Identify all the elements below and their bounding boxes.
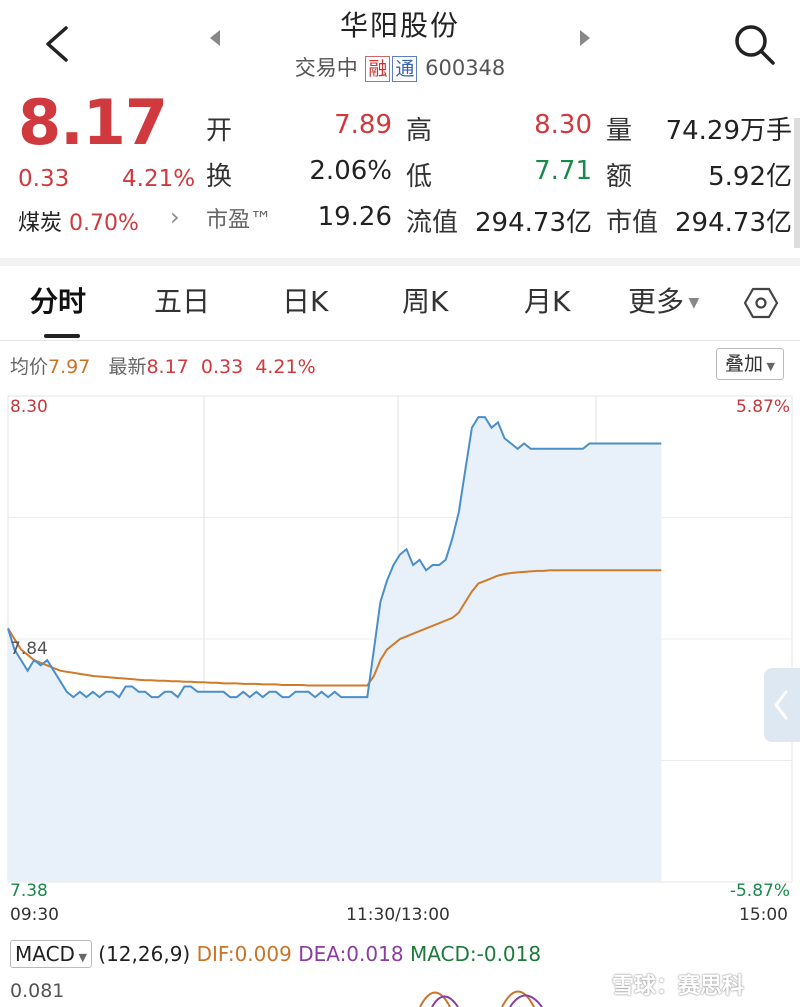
- float-cap-label: 流值: [406, 208, 459, 238]
- y-label-high: 8.30: [10, 397, 48, 417]
- overlay-button[interactable]: 叠加 ▼: [716, 348, 784, 380]
- tab-monthly-k[interactable]: 月K: [524, 285, 571, 318]
- price-line: [7, 416, 662, 699]
- latest-label: 最新: [108, 356, 147, 378]
- turnover-value: 2.06%: [309, 156, 392, 186]
- avg-price-label: 均价: [10, 356, 49, 378]
- latest-value: 8.17: [146, 356, 189, 378]
- price-change: 0.33: [18, 166, 70, 192]
- overlay-label: 叠加: [725, 353, 764, 375]
- chevron-left-icon: [774, 690, 788, 720]
- x-label-midday: 11:30/13:00: [346, 905, 450, 925]
- chevron-right-icon[interactable]: ›: [170, 203, 180, 231]
- high-value: 8.30: [534, 110, 592, 140]
- stock-subtitle: 交易中 融通 600348: [0, 52, 800, 82]
- active-tab-indicator: [44, 334, 80, 338]
- open-value: 7.89: [334, 110, 392, 140]
- tab-more[interactable]: 更多 ▼: [628, 280, 699, 320]
- market-cap-value: 294.73亿: [675, 208, 792, 238]
- high-label: 高: [406, 116, 433, 146]
- dropdown-triangle-icon: ▼: [684, 295, 700, 311]
- price-area-fill: [8, 417, 662, 882]
- amount-label: 额: [606, 162, 633, 192]
- watermark: 雪球：赛思科: [612, 974, 745, 999]
- y-label-mid: 7.84: [10, 639, 48, 659]
- latest-percent: 4.21%: [255, 356, 316, 378]
- sector-percent: 0.70%: [69, 211, 139, 236]
- macd-params: (12,26,9): [98, 942, 191, 966]
- x-label-open: 09:30: [10, 905, 59, 925]
- current-price: 8.17: [18, 86, 168, 159]
- macd-value: MACD:-0.018: [409, 942, 542, 966]
- float-cap-value: 294.73亿: [475, 208, 592, 238]
- section-divider: [0, 258, 800, 266]
- dropdown-triangle-icon: ▼: [763, 360, 775, 373]
- macd-dea: DEA:0.018: [298, 942, 404, 966]
- settings-hexagon-icon[interactable]: [744, 286, 778, 320]
- volume-value: 74.29万手: [665, 116, 792, 146]
- prev-stock-icon[interactable]: [208, 28, 222, 48]
- scroll-indicator: [794, 118, 800, 248]
- market-cap-label: 市值: [606, 208, 659, 238]
- low-value: 7.71: [534, 156, 592, 186]
- avg-price-value: 7.97: [48, 356, 91, 378]
- trading-status: 交易中: [294, 56, 358, 80]
- connect-tag: 通: [392, 56, 418, 82]
- back-arrow-icon[interactable]: [40, 24, 76, 64]
- macd-axis-top: 0.081: [10, 980, 65, 1002]
- chart-info-row: 均价7.97 最新8.17 0.33 4.21%: [10, 352, 316, 379]
- macd-dif: DIF:0.009: [196, 942, 292, 966]
- latest-change: 0.33: [200, 356, 244, 378]
- amount-value: 5.92亿: [708, 162, 792, 192]
- tab-separator: [0, 340, 800, 341]
- pe-value: 19.26: [317, 202, 392, 232]
- x-label-close: 15:00: [739, 905, 788, 925]
- turnover-label: 换: [206, 162, 233, 192]
- volume-label: 量: [606, 116, 633, 146]
- pe-label: 市盈™: [206, 208, 273, 233]
- open-label: 开: [206, 116, 233, 146]
- price-change-percent: 4.21%: [122, 166, 196, 192]
- next-stock-icon[interactable]: [578, 28, 592, 48]
- macd-indicator-row: MACD ▼ (12,26,9) DIF:0.009 DEA:0.018 MAC…: [10, 940, 541, 968]
- tab-daily-k[interactable]: 日K: [282, 285, 329, 318]
- search-icon[interactable]: [730, 20, 778, 68]
- y-label-low-pct: -5.87%: [730, 881, 790, 901]
- margin-tag: 融: [365, 56, 391, 82]
- stock-name: 华阳股份: [339, 9, 460, 42]
- macd-selector[interactable]: MACD ▼: [10, 940, 92, 968]
- avg-price-line: [7, 569, 662, 687]
- y-label-low: 7.38: [10, 881, 48, 901]
- intraday-chart[interactable]: 8.30 7.84 7.38 5.87% -5.87% 09:30 11:30/…: [0, 390, 800, 930]
- tab-weekly-k[interactable]: 周K: [402, 285, 449, 318]
- tab-five-day[interactable]: 五日: [154, 285, 211, 318]
- sector-name: 煤炭: [18, 211, 63, 236]
- y-label-high-pct: 5.87%: [736, 397, 790, 417]
- tab-more-label: 更多: [628, 285, 685, 318]
- macd-selector-label: MACD: [15, 942, 75, 966]
- macd-chart: [419, 990, 543, 1007]
- tab-intraday[interactable]: 分时: [30, 285, 87, 318]
- dropdown-triangle-icon: ▼: [74, 951, 87, 964]
- side-panel-handle[interactable]: [764, 668, 800, 742]
- low-label: 低: [406, 162, 433, 192]
- sector-link[interactable]: 煤炭 0.70%: [18, 205, 139, 237]
- stock-code: 600348: [425, 56, 506, 80]
